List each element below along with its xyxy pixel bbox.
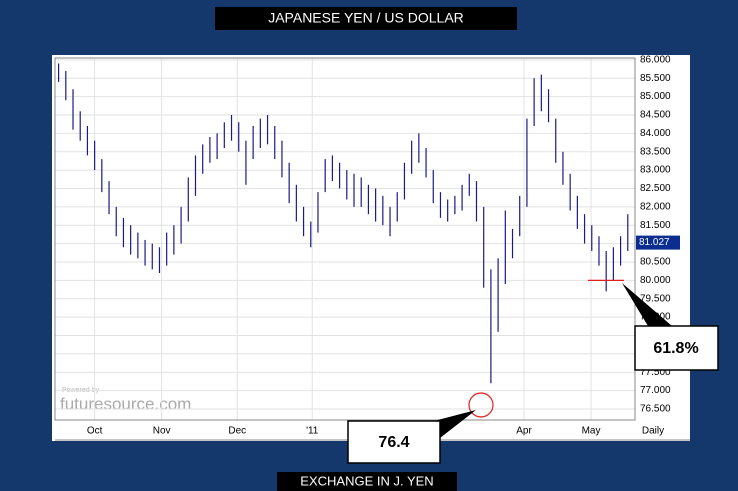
chart-panel xyxy=(52,55,690,441)
plot-frame xyxy=(54,57,636,421)
chart-title: JAPANESE YEN / US DOLLAR xyxy=(268,10,464,26)
callout-box xyxy=(634,325,719,371)
annotation: 61.8% xyxy=(653,340,698,357)
y-tick-label: 82.500 xyxy=(640,183,671,194)
y-tick-label: 83.500 xyxy=(640,146,671,157)
y-tick-label: 86.000 xyxy=(640,54,671,65)
y-tick-label: 81.500 xyxy=(640,220,671,231)
y-tick-label: 77.500 xyxy=(640,367,671,378)
y-tick-label: 83.000 xyxy=(640,165,671,176)
watermark: futuresource.com xyxy=(60,394,191,413)
callout-pointer xyxy=(430,410,476,438)
title-box xyxy=(215,7,517,30)
x-tick-label: '11 xyxy=(306,426,319,437)
y-tick-label: 79.500 xyxy=(640,293,671,304)
y-tick-label: 80.500 xyxy=(640,257,671,268)
y-tick-label: 82.000 xyxy=(640,201,671,212)
x-tick-label: Dec xyxy=(228,426,246,437)
last-price-label: 81.027 xyxy=(639,237,670,248)
annotation: 76.4 xyxy=(378,434,409,451)
y-tick-label: 84.000 xyxy=(640,128,671,139)
callout-box xyxy=(347,420,441,464)
subtitle: EXCHANGE IN J. YEN xyxy=(300,473,433,488)
y-tick-label: 85.500 xyxy=(640,73,671,84)
x-tick-label: Oct xyxy=(87,426,103,437)
y-tick-label: 84.500 xyxy=(640,110,671,121)
x-tick-label: Apr xyxy=(516,426,532,437)
x-tick-label: Nov xyxy=(153,426,171,437)
y-tick-label: 80.000 xyxy=(640,275,671,286)
plot: 86.000 85.500 85.000 84.500 84.000 83.500 83.0… xyxy=(54,54,690,441)
x-tick-label: May xyxy=(582,426,601,437)
y-tick-label: 85.000 xyxy=(640,91,671,102)
y-tick-label: 77.000 xyxy=(640,385,671,396)
period-label: Daily xyxy=(642,426,664,437)
subtitle-box xyxy=(277,472,457,491)
callout-pointer xyxy=(622,283,672,326)
last-price-box xyxy=(636,235,680,250)
low-circle xyxy=(468,392,494,418)
y-tick-label: 76.500 xyxy=(640,404,671,415)
